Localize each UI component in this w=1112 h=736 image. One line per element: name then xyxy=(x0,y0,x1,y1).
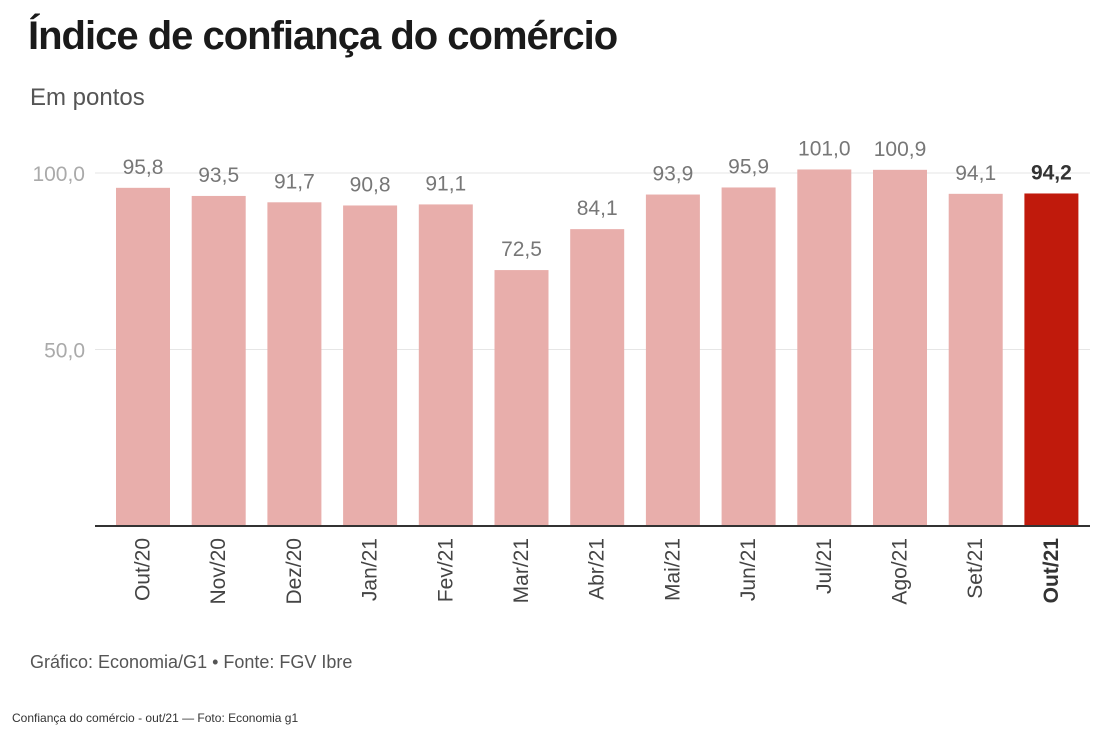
x-tick-label: Nov/20 xyxy=(207,538,230,605)
bar xyxy=(797,169,852,526)
chart-card: Índice de confiança do comércio Em ponto… xyxy=(28,14,1090,672)
bar xyxy=(1024,193,1079,526)
bar xyxy=(191,195,246,526)
data-label: 94,1 xyxy=(955,162,996,185)
chart-subtitle: Em pontos xyxy=(30,84,145,111)
x-tick-label: Fev/21 xyxy=(434,538,457,602)
y-tick-label: 100,0 xyxy=(32,163,85,186)
bar xyxy=(721,187,776,526)
bar xyxy=(267,202,322,526)
data-label: 93,9 xyxy=(652,163,693,186)
y-tick-label: 50,0 xyxy=(44,340,85,363)
x-tick-label: Mai/21 xyxy=(661,538,684,601)
data-label: 94,2 xyxy=(1031,161,1072,184)
bar xyxy=(570,229,625,526)
data-label: 72,5 xyxy=(501,238,542,261)
data-label: 93,5 xyxy=(198,164,239,187)
x-tick-label: Dez/20 xyxy=(283,538,306,605)
x-tick-label: Jan/21 xyxy=(359,538,382,601)
bar xyxy=(873,169,927,526)
image-caption: Confiança do comércio - out/21 — Foto: E… xyxy=(12,711,299,725)
chart-title: Índice de confiança do comércio xyxy=(28,14,618,58)
bar xyxy=(948,193,1003,526)
data-label: 91,7 xyxy=(274,170,315,193)
bar xyxy=(645,194,700,526)
bar-chart: 50,0 100,0 95,8 Out/20 93,5 Nov/20 91,7 Dez/20 9… xyxy=(32,137,1090,605)
data-label: 90,8 xyxy=(350,173,391,196)
bar xyxy=(418,204,473,527)
data-label: 100,9 xyxy=(874,138,927,161)
bar xyxy=(343,205,398,526)
x-tick-label: Jun/21 xyxy=(737,538,760,601)
x-tick-label: Ago/21 xyxy=(889,538,912,605)
data-label: 84,1 xyxy=(577,197,618,220)
data-label: 95,9 xyxy=(728,155,769,178)
chart-source: Gráfico: Economia/G1 • Fonte: FGV Ibre xyxy=(30,652,353,672)
data-label: 95,8 xyxy=(123,156,164,179)
x-tick-label: Out/20 xyxy=(132,538,155,601)
data-label: 91,1 xyxy=(425,172,466,195)
x-tick-label: Abr/21 xyxy=(586,538,609,600)
x-tick-label: Set/21 xyxy=(964,538,987,599)
x-tick-label: Jul/21 xyxy=(813,538,836,594)
x-tick-label: Out/21 xyxy=(1040,538,1063,604)
data-label: 101,0 xyxy=(798,137,851,160)
bar xyxy=(116,187,170,527)
x-tick-label: Mar/21 xyxy=(510,538,533,603)
bar xyxy=(494,270,549,526)
